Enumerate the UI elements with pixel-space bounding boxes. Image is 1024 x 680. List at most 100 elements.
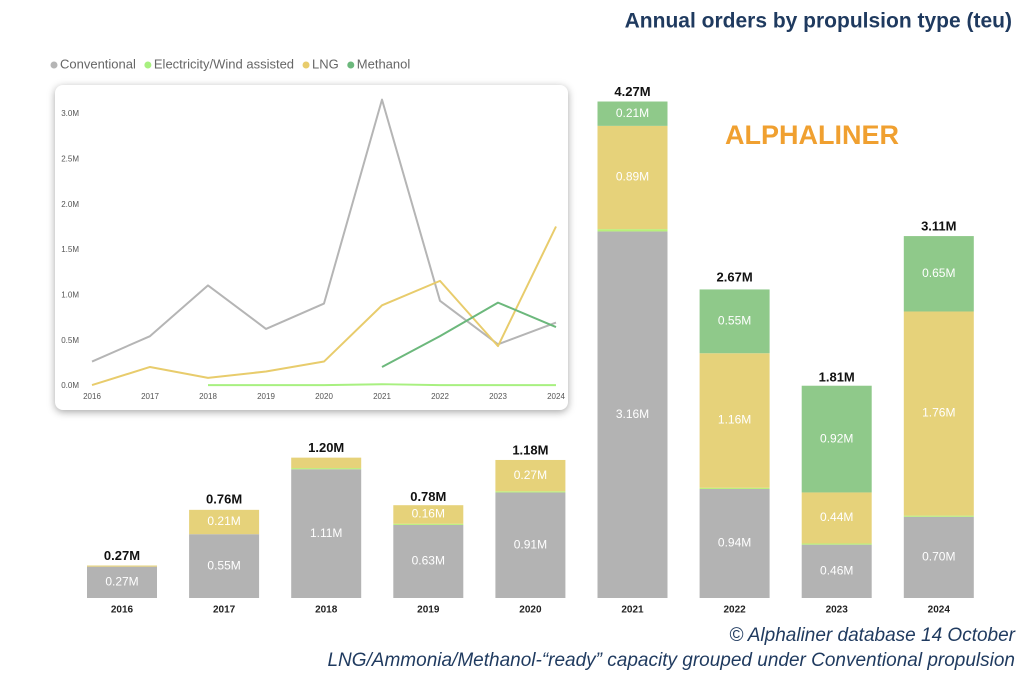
bar-segment <box>699 353 770 488</box>
total-label: 4.27M <box>614 84 650 99</box>
chart-title: Annual orders by propulsion type (teu) <box>625 10 1012 33</box>
footnote: LNG/Ammonia/Methanol-“ready” capacity gr… <box>327 650 1015 671</box>
total-label: 2.67M <box>717 270 753 285</box>
line-chart: 0.0M 0.5M 1.0M 1.5M 2.0M 2.5M 3.0M 2016 2017 2018… <box>61 98 565 401</box>
legend: Conventional Electricity/Wind assisted LNG… <box>50 56 411 71</box>
legend-label: Conventional <box>60 56 136 71</box>
x-tick-label: 2021 <box>373 392 391 401</box>
legend-marker <box>144 61 152 69</box>
total-label: 1.18M <box>512 443 548 458</box>
x-tick-label: 2022 <box>723 605 746 616</box>
y-tick-label: 0.0M <box>61 381 79 390</box>
data-label: 0.21M <box>616 106 649 120</box>
bar-chart: 2016 0.27M 0.27M 2017 0.55M 0.21M 0.76M 2018 1.1… <box>87 84 974 616</box>
x-tick-label: 2019 <box>417 605 440 616</box>
data-label: 0.27M <box>105 575 138 589</box>
y-tick-label: 3.0M <box>61 109 79 118</box>
legend-label: LNG <box>312 56 339 71</box>
bar-segment <box>903 516 974 598</box>
bar-segment <box>801 543 872 545</box>
x-tick-label: 2017 <box>213 605 236 616</box>
x-tick-label: 2019 <box>257 392 275 401</box>
legend-marker <box>302 61 310 69</box>
data-label: 0.55M <box>207 558 240 572</box>
y-tick-label: 1.5M <box>61 245 79 254</box>
line <box>381 301 557 368</box>
bar-segment <box>189 534 260 598</box>
bar-segment <box>903 515 974 517</box>
data-label: 0.92M <box>820 431 853 445</box>
y-tick-label: 2.5M <box>61 155 79 164</box>
data-label: 0.63M <box>412 554 445 568</box>
bar-segment <box>597 231 668 598</box>
data-label: 1.76M <box>922 406 955 420</box>
y-tick-label: 2.0M <box>61 200 79 209</box>
bar-segment <box>801 492 872 544</box>
y-tick-label: 0.5M <box>61 336 79 345</box>
bar-segment <box>597 101 668 126</box>
y-tick-label: 1.0M <box>61 290 79 299</box>
x-tick-label: 2022 <box>431 392 449 401</box>
data-label: 0.94M <box>718 536 751 550</box>
total-label: 0.76M <box>206 491 242 506</box>
bar-segment <box>597 125 668 230</box>
x-tick-label: 2016 <box>111 605 134 616</box>
bar-segment <box>393 505 464 524</box>
bar-segment <box>291 469 362 598</box>
x-tick-label: 2018 <box>199 392 217 401</box>
line <box>91 226 557 387</box>
bar-segment <box>393 523 464 525</box>
total-label: 0.78M <box>410 489 446 504</box>
x-tick-label: 2017 <box>141 392 159 401</box>
bar-segment <box>699 488 770 598</box>
data-label: 0.44M <box>820 510 853 524</box>
bar-segment <box>495 459 566 492</box>
footnote: © Alphaliner database 14 October <box>729 625 1015 646</box>
data-label: 0.70M <box>922 550 955 564</box>
data-label: 1.16M <box>718 413 751 427</box>
bar-segment <box>189 509 260 535</box>
x-tick-label: 2021 <box>621 605 644 616</box>
bar-segment <box>291 468 362 470</box>
watermark: ALPHALINER <box>725 120 899 150</box>
data-label: 0.27M <box>514 468 547 482</box>
legend-marker <box>50 61 58 69</box>
data-label: 0.91M <box>514 537 547 551</box>
data-label: 0.89M <box>616 170 649 184</box>
x-tick-label: 2024 <box>928 605 951 616</box>
total-label: 0.27M <box>104 548 140 563</box>
legend-label: Electricity/Wind assisted <box>154 56 294 71</box>
total-label: 3.11M <box>921 219 956 234</box>
data-label: 1.11M <box>310 526 342 540</box>
bar-segment <box>699 289 770 354</box>
data-label: 0.55M <box>718 314 751 328</box>
bar-segment <box>801 385 872 493</box>
legend-label: Methanol <box>357 56 411 71</box>
bar-segment <box>495 491 566 493</box>
line <box>208 383 556 387</box>
bar-segment <box>801 544 872 598</box>
bar-segment <box>291 457 362 469</box>
bar-segment <box>495 492 566 598</box>
data-label: 0.21M <box>207 514 240 528</box>
bar-segment <box>903 311 974 516</box>
x-tick-label: 2020 <box>519 605 542 616</box>
data-label: 0.65M <box>922 266 955 280</box>
total-label: 1.81M <box>819 369 855 384</box>
bar-segment <box>87 566 157 598</box>
bar-segment <box>597 229 668 232</box>
total-label: 1.20M <box>308 440 344 455</box>
x-tick-label: 2023 <box>489 392 507 401</box>
x-tick-label: 2020 <box>315 392 333 401</box>
x-tick-label: 2018 <box>315 605 338 616</box>
bar-segment <box>87 565 157 567</box>
data-label: 0.46M <box>820 563 853 577</box>
bar-segment <box>393 524 464 598</box>
bar-segment <box>903 236 974 312</box>
inset-panel <box>55 85 568 410</box>
data-label: 0.16M <box>412 507 445 521</box>
legend-marker <box>347 61 355 69</box>
x-tick-label: 2024 <box>547 392 565 401</box>
bar-segment <box>699 487 770 489</box>
